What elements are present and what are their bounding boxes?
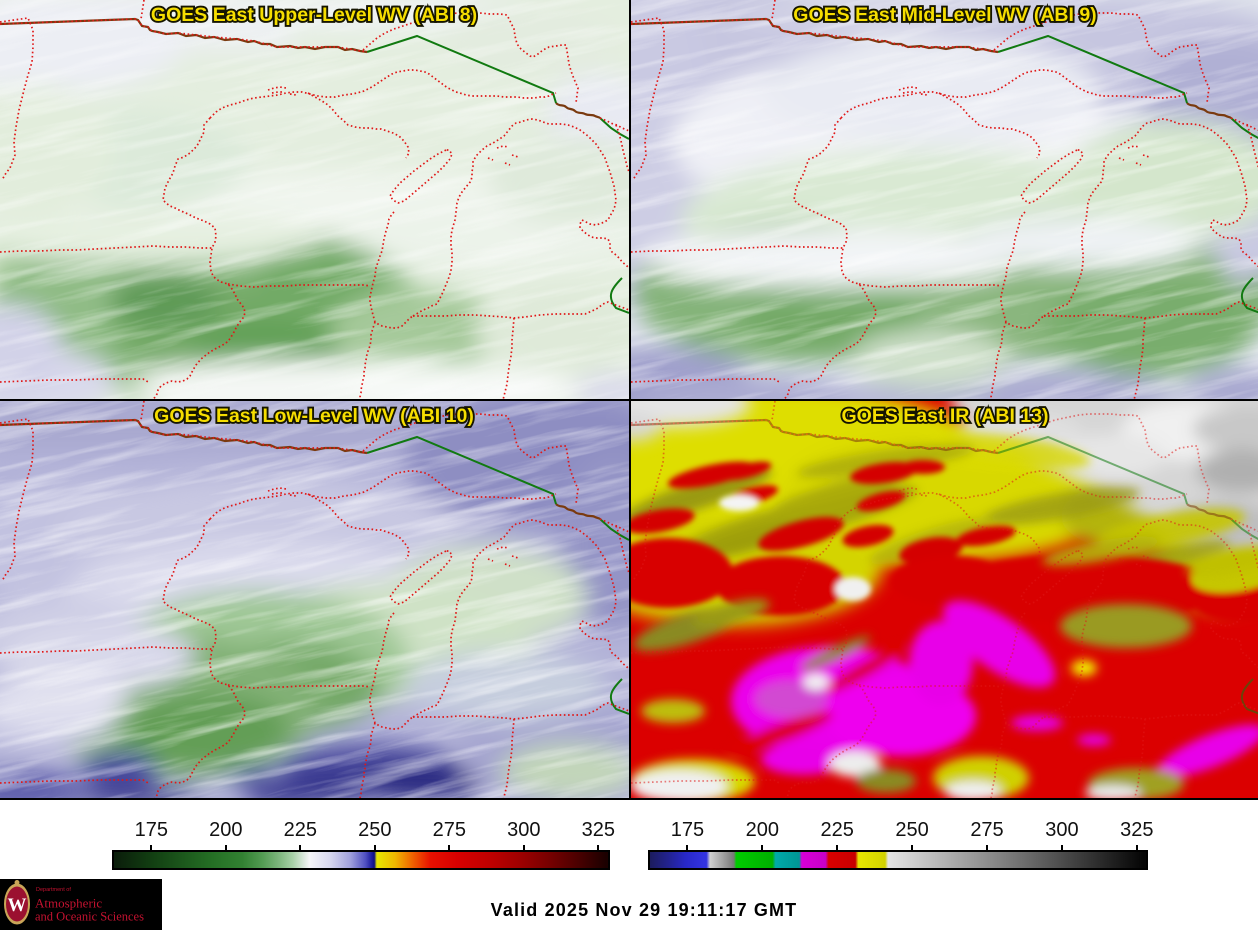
svg-text:and Oceanic Sciences: and Oceanic Sciences xyxy=(35,910,144,924)
svg-text:Atmospheric: Atmospheric xyxy=(35,896,102,911)
svg-text:Department of: Department of xyxy=(36,887,71,893)
svg-text:GOES East Mid-Level WV (ABI 9): GOES East Mid-Level WV (ABI 9) xyxy=(793,4,1096,26)
svg-text:W: W xyxy=(8,895,27,916)
svg-text:GOES East IR (ABI 13): GOES East IR (ABI 13) xyxy=(842,405,1049,427)
svg-text:GOES East Low-Level WV (ABI 10: GOES East Low-Level WV (ABI 10) xyxy=(154,405,474,427)
svg-text:GOES East Upper-Level WV (ABI: GOES East Upper-Level WV (ABI 8) xyxy=(151,4,477,26)
